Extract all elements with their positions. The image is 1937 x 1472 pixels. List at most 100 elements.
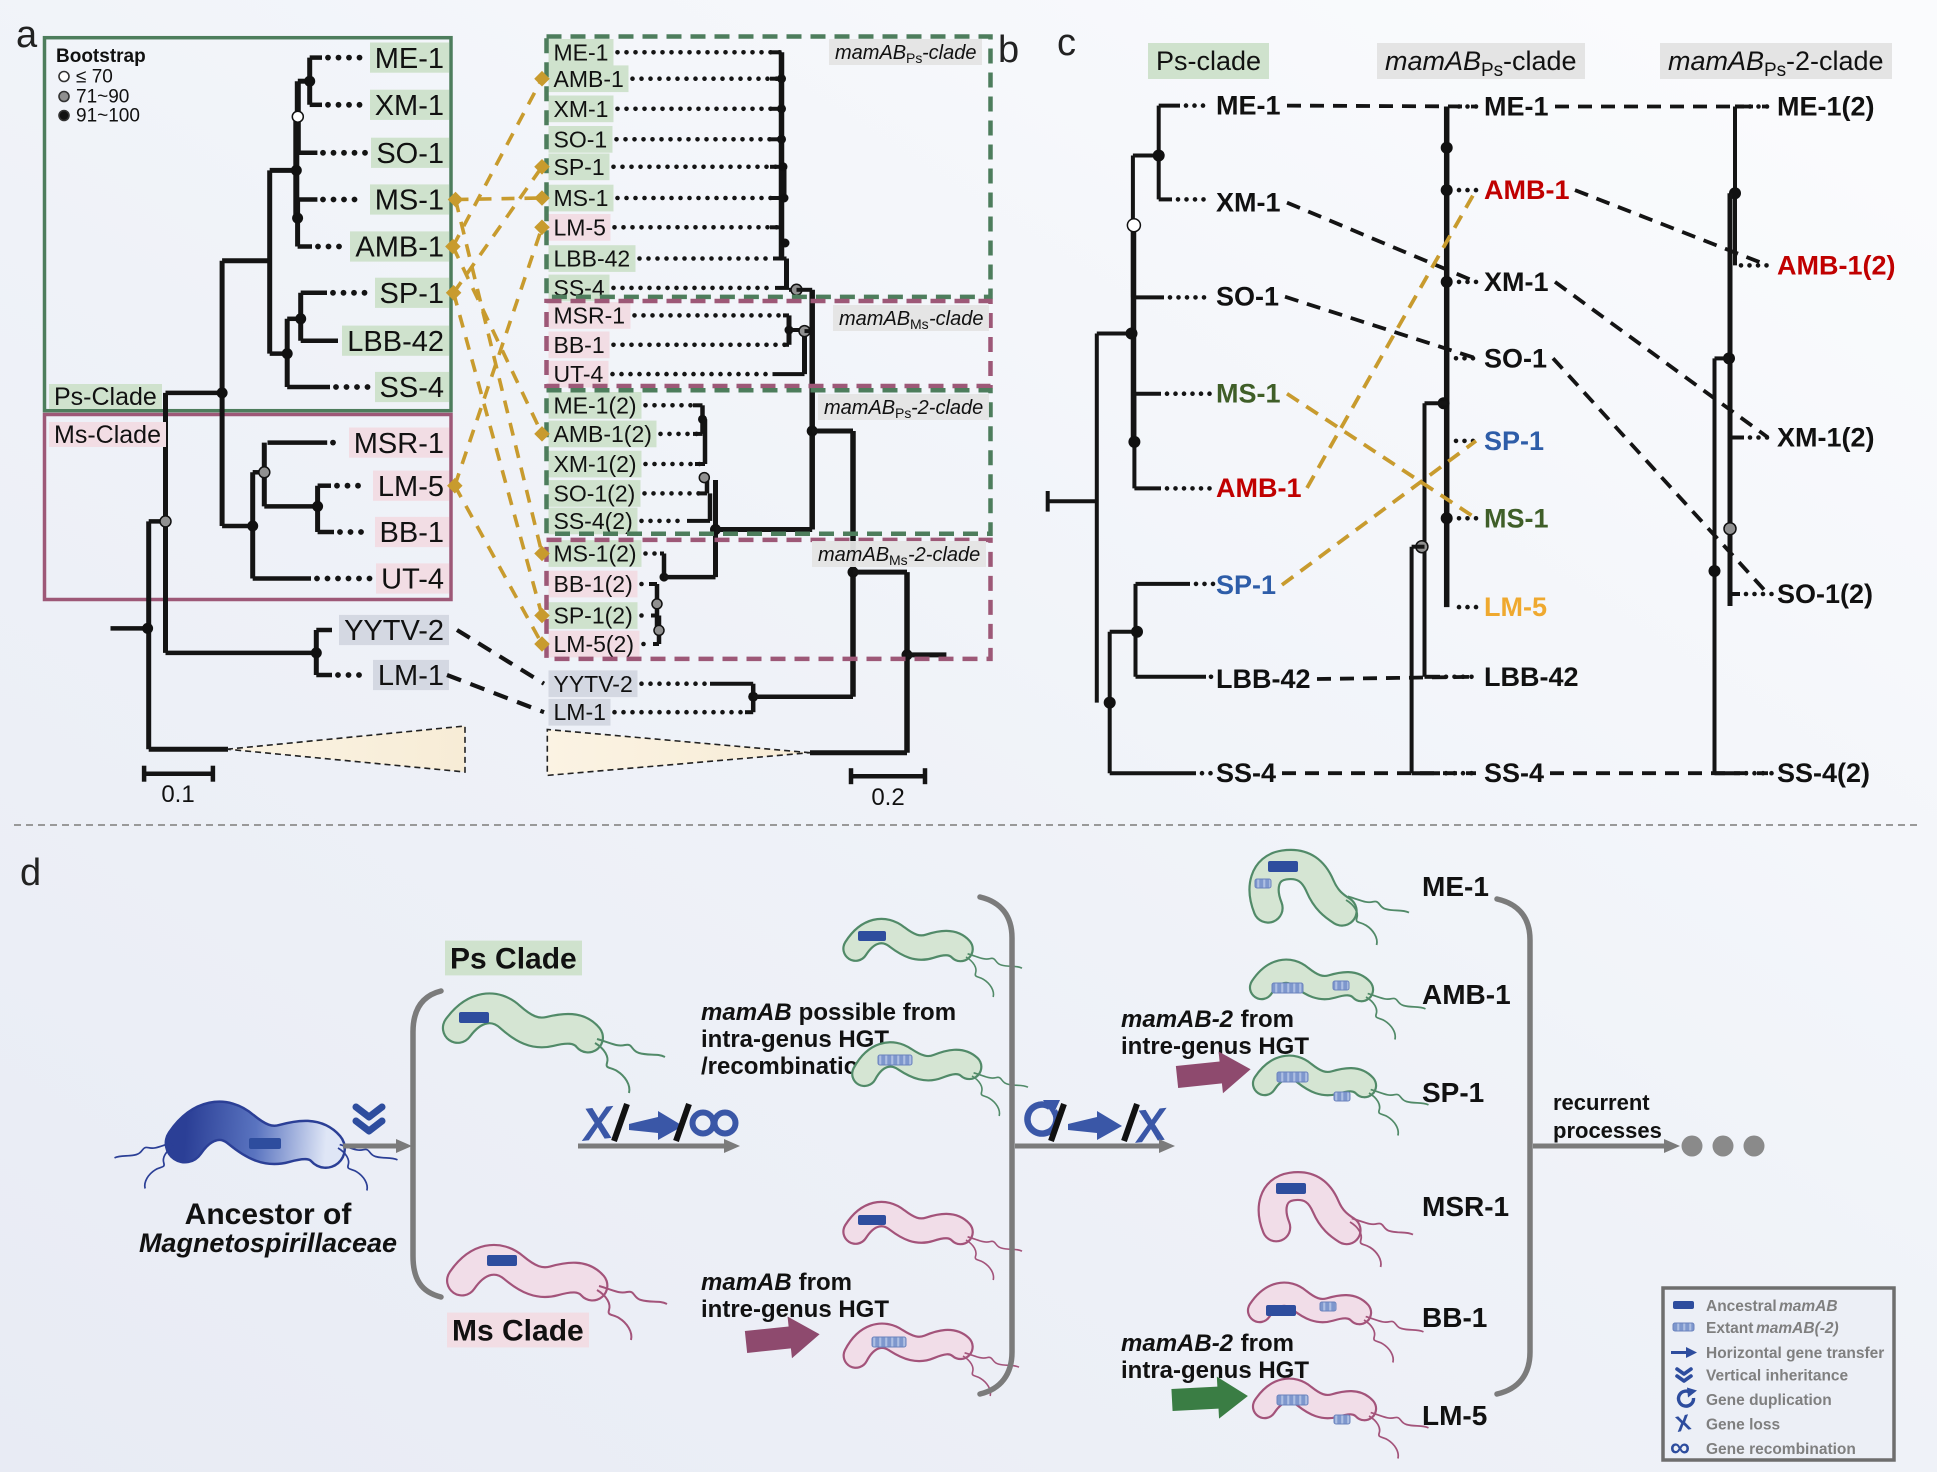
svg-text:BB-1(2): BB-1(2)	[554, 571, 633, 597]
svg-text:mamAB: mamAB	[1385, 46, 1481, 76]
svg-text:0.2: 0.2	[871, 784, 904, 811]
svg-text:MSR-1: MSR-1	[354, 428, 444, 460]
svg-text:Ps: Ps	[895, 405, 911, 421]
svg-text:XM-1(2): XM-1(2)	[1777, 423, 1875, 453]
svg-text:X: X	[577, 1096, 618, 1151]
svg-text:SO-1: SO-1	[376, 138, 444, 170]
svg-text:intra-genus HGT: intra-genus HGT	[701, 1026, 889, 1053]
svg-text:Vertical inheritance: Vertical inheritance	[1706, 1368, 1849, 1385]
svg-text:≤ 70: ≤ 70	[76, 67, 113, 88]
svg-text:Ms: Ms	[889, 552, 908, 568]
svg-text:LM-1: LM-1	[378, 660, 444, 692]
svg-text:Ps Clade: Ps Clade	[450, 943, 577, 976]
svg-text:-2-clade: -2-clade	[1786, 46, 1884, 76]
svg-text:mamAB-2: mamAB-2	[1121, 1006, 1234, 1033]
svg-text:ME-1: ME-1	[1422, 871, 1489, 902]
svg-text:X: X	[1673, 1409, 1693, 1437]
svg-text:SP-1: SP-1	[1422, 1077, 1484, 1108]
svg-text:mamAB: mamAB	[824, 397, 895, 419]
svg-text:AMB-1(2): AMB-1(2)	[1777, 250, 1896, 280]
svg-text:SO-1(2): SO-1(2)	[1777, 579, 1873, 609]
svg-text:Extant: Extant	[1706, 1320, 1753, 1337]
svg-text:SP-1: SP-1	[1484, 426, 1544, 456]
svg-text:ME-1: ME-1	[375, 43, 444, 75]
svg-text:Gene recombination: Gene recombination	[1706, 1441, 1856, 1458]
svg-text:mamAB: mamAB	[839, 308, 910, 330]
svg-text:MS-1: MS-1	[1484, 503, 1549, 533]
svg-text:AMB-1(2): AMB-1(2)	[554, 421, 652, 447]
svg-text:-clade: -clade	[929, 308, 983, 330]
svg-text:BB-1: BB-1	[1422, 1302, 1487, 1333]
svg-text:/recombination: /recombination	[701, 1053, 873, 1080]
svg-text:AMB-1: AMB-1	[1422, 979, 1511, 1010]
svg-text:UT-4: UT-4	[381, 564, 444, 596]
svg-text:SP-1(2): SP-1(2)	[554, 603, 633, 629]
svg-text:YYTV-2: YYTV-2	[344, 615, 444, 647]
svg-text:MSR-1: MSR-1	[1422, 1191, 1509, 1222]
svg-text:Gene loss: Gene loss	[1706, 1417, 1780, 1434]
svg-text:YYTV-2: YYTV-2	[554, 671, 633, 697]
svg-text:-clade: -clade	[1503, 46, 1577, 76]
svg-text:ME-1: ME-1	[1216, 91, 1281, 121]
svg-text:LBB-42: LBB-42	[554, 246, 631, 272]
svg-text:XM-1: XM-1	[1484, 267, 1549, 297]
svg-text:Ps-clade: Ps-clade	[1156, 46, 1261, 76]
svg-text:LM-5: LM-5	[378, 471, 444, 503]
svg-text:SP-1: SP-1	[380, 278, 444, 310]
svg-text:71~90: 71~90	[76, 87, 129, 108]
svg-text:MS-1: MS-1	[1216, 379, 1281, 409]
svg-text:SS-4(2): SS-4(2)	[554, 508, 633, 534]
svg-text:ME-1(2): ME-1(2)	[554, 392, 637, 418]
svg-text:Ms: Ms	[910, 316, 929, 332]
svg-text:Bootstrap: Bootstrap	[56, 46, 146, 67]
svg-text:LM-5: LM-5	[1422, 1400, 1487, 1431]
svg-text:mamAB: mamAB	[1668, 46, 1764, 76]
svg-text:SS-4: SS-4	[1484, 758, 1544, 788]
svg-text:SO-1: SO-1	[1216, 282, 1279, 312]
svg-text:mamAB: mamAB	[835, 42, 906, 64]
svg-text:d: d	[20, 852, 41, 894]
svg-text:mamAB: mamAB	[701, 999, 792, 1026]
svg-text:ME-1: ME-1	[554, 39, 609, 65]
svg-text:UT-4: UT-4	[554, 361, 604, 387]
svg-text:ME-1(2): ME-1(2)	[1777, 92, 1875, 122]
svg-text:SS-4: SS-4	[380, 372, 444, 404]
svg-text:Ms Clade: Ms Clade	[452, 1315, 584, 1348]
svg-text:Magnetospirillaceae: Magnetospirillaceae	[139, 1228, 397, 1258]
svg-text:LM-1: LM-1	[554, 699, 606, 725]
svg-text:Ps: Ps	[1481, 60, 1503, 81]
svg-text:AMB-1: AMB-1	[1484, 175, 1570, 205]
svg-text:-2-clade: -2-clade	[908, 544, 980, 566]
svg-text:intre-genus HGT: intre-genus HGT	[701, 1296, 889, 1323]
svg-text:Gene duplication: Gene duplication	[1706, 1392, 1832, 1409]
svg-text:from: from	[1234, 1330, 1294, 1357]
svg-text:AMB-1: AMB-1	[554, 66, 624, 92]
svg-text:c: c	[1057, 22, 1076, 64]
svg-text:Ms-Clade: Ms-Clade	[54, 421, 161, 449]
svg-text:mamAB: mamAB	[1779, 1298, 1838, 1315]
svg-text:SP-1: SP-1	[1216, 570, 1276, 600]
svg-text:XM-1: XM-1	[554, 96, 609, 122]
svg-text:SS-4(2): SS-4(2)	[1777, 758, 1870, 788]
svg-text:XM-1(2): XM-1(2)	[554, 451, 637, 477]
svg-text:-2-clade: -2-clade	[911, 397, 983, 419]
svg-text:LBB-42: LBB-42	[1216, 664, 1311, 694]
svg-text:SO-1: SO-1	[554, 126, 608, 152]
svg-text:from: from	[792, 1269, 852, 1296]
svg-text:LBB-42: LBB-42	[347, 326, 444, 358]
svg-text:Ps: Ps	[1764, 60, 1786, 81]
svg-text:Horizontal gene transfer: Horizontal gene transfer	[1706, 1345, 1884, 1362]
svg-text:recurrent: recurrent	[1553, 1090, 1650, 1115]
svg-text:b: b	[998, 29, 1019, 71]
svg-text:Ps-Clade: Ps-Clade	[54, 383, 157, 411]
svg-text:SP-1: SP-1	[554, 154, 605, 180]
svg-text:mamAB-2: mamAB-2	[1121, 1330, 1234, 1357]
svg-text:XM-1: XM-1	[375, 90, 444, 122]
svg-text:BB-1: BB-1	[380, 517, 444, 549]
svg-text:AMB-1: AMB-1	[1216, 473, 1302, 503]
svg-text:Ps: Ps	[906, 50, 922, 66]
svg-text:BB-1: BB-1	[554, 332, 605, 358]
svg-text:mamAB: mamAB	[818, 544, 889, 566]
svg-text:MS-1: MS-1	[375, 185, 444, 217]
svg-text:MS-1: MS-1	[554, 185, 609, 211]
